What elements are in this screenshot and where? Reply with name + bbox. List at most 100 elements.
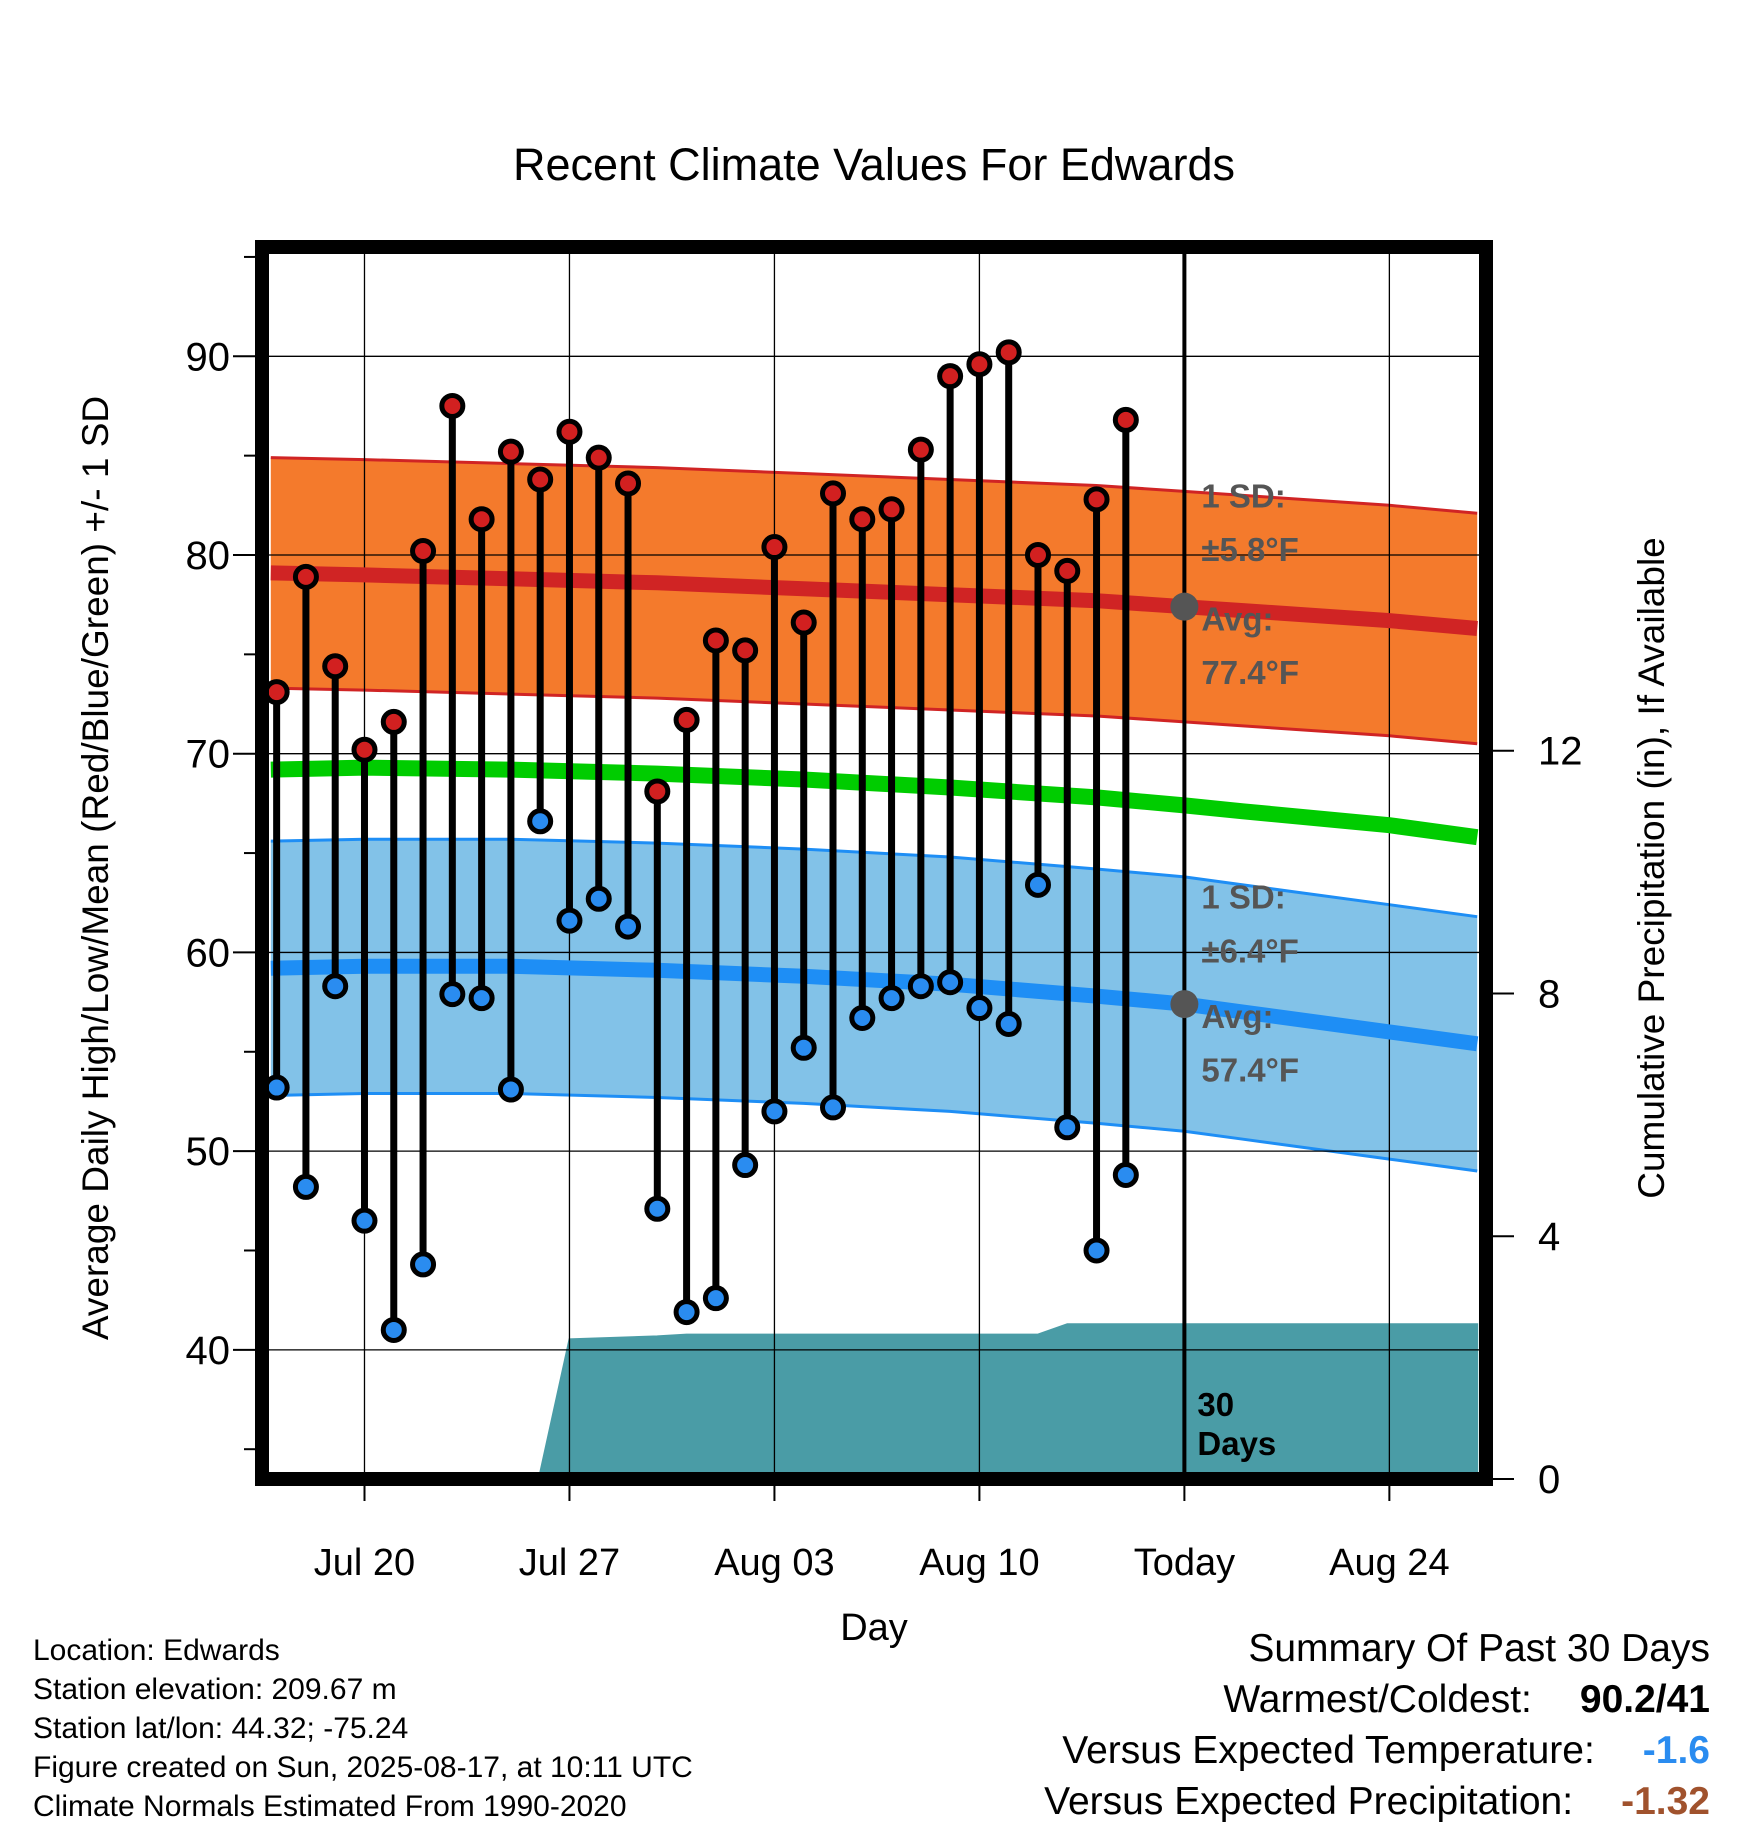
low-marker-20: [849, 1004, 876, 1031]
high-marker-28: [1083, 486, 1110, 513]
high-marker-8: [497, 438, 524, 465]
high-marker-10: [556, 418, 583, 445]
low-marker-3: [351, 1207, 378, 1234]
high-marker-27: [1054, 557, 1081, 584]
annotation-high-avg-value: 77.4°F: [1201, 654, 1299, 691]
grid: [262, 247, 1486, 1479]
temp-label: Versus Expected Temperature:: [1062, 1729, 1595, 1772]
high-marker-9: [527, 466, 554, 493]
low-marker-7: [468, 985, 495, 1012]
low-marker-4: [380, 1316, 407, 1343]
warmest-label: Warmest/Coldest:: [1223, 1678, 1532, 1721]
precip-period-number: 30: [1197, 1386, 1234, 1423]
high-avg-dot: [1170, 592, 1199, 621]
y-tick-label-0: 40: [186, 1329, 231, 1373]
low-marker-11: [585, 885, 612, 912]
high-marker-24: [966, 351, 993, 378]
low-marker-1: [292, 1173, 319, 1200]
created-text: Figure created on Sun, 2025-08-17, at 10…: [33, 1751, 693, 1784]
y-tick-label-4: 80: [186, 534, 231, 578]
warmest-value: 90.2/41: [1579, 1678, 1710, 1721]
annotation-high-sd-value: ±5.8°F: [1201, 531, 1298, 568]
location-text: Location: Edwards: [33, 1634, 280, 1667]
low-marker-16: [732, 1152, 759, 1179]
high-marker-21: [878, 496, 905, 523]
low-marker-2: [322, 973, 349, 1000]
low-marker-8: [497, 1076, 524, 1103]
chart-title: Recent Climate Values For Edwards: [513, 139, 1235, 190]
plot-frame: [255, 240, 1493, 1486]
high-marker-17: [761, 534, 788, 561]
high-marker-1: [292, 563, 319, 590]
high-marker-20: [849, 506, 876, 533]
high-marker-3: [351, 736, 378, 763]
high-marker-4: [380, 708, 407, 735]
annotation-high-avg: Avg:: [1201, 601, 1273, 638]
summary-temp-row: Versus Expected Temperature: -1.6: [1044, 1725, 1710, 1776]
y2-axis-label: Cumulative Precipitation (in), If Availa…: [1631, 537, 1672, 1199]
summary-heading: Summary Of Past 30 Days: [1248, 1627, 1710, 1670]
precip-cumulative-area: [270, 1323, 1479, 1480]
x-tick-label-5: Aug 24: [1329, 1542, 1449, 1584]
precip-label: Versus Expected Precipitation:: [1044, 1780, 1574, 1823]
normals-text: Climate Normals Estimated From 1990-2020: [33, 1790, 627, 1823]
low-marker-24: [966, 995, 993, 1022]
annotation-low-sd: 1 SD:: [1201, 879, 1285, 916]
high-marker-14: [673, 706, 700, 733]
low-marker-9: [527, 808, 554, 835]
station-info: Location: Edwards Station elevation: 209…: [33, 1631, 693, 1826]
annotation-high-sd: 1 SD:: [1201, 477, 1285, 514]
x-axis-label: Day: [840, 1607, 908, 1649]
low-avg-dot: [1170, 990, 1199, 1019]
high-marker-11: [585, 444, 612, 471]
precip-value: -1.32: [1621, 1780, 1710, 1823]
high-marker-22: [907, 436, 934, 463]
summary-panel: Summary Of Past 30 Days Warmest/Coldest:…: [1044, 1623, 1710, 1827]
precip-period-unit: Days: [1197, 1425, 1276, 1462]
high-marker-12: [615, 470, 642, 497]
high-marker-16: [732, 637, 759, 664]
annotations: 1 SD: ±5.8°F Avg: 77.4°F 1 SD: ±6.4°F Avg: 57.4…: [1170, 477, 1299, 1462]
axes: 40 50 60 70 80 90 0 4 8 12 Jul 20 Jul 27 Aug 03 Aug 1…: [186, 240, 1583, 1584]
y2-tick-label-3: 12: [1538, 730, 1583, 774]
high-marker-13: [644, 778, 671, 805]
x-tick-label-3: Aug 10: [919, 1542, 1039, 1584]
high-marker-2: [322, 653, 349, 680]
low-sd-lower-edge: [270, 1092, 1478, 1173]
low-marker-19: [820, 1094, 847, 1121]
annotation-low-avg-value: 57.4°F: [1201, 1052, 1299, 1089]
low-marker-27: [1054, 1114, 1081, 1141]
precip-area: [270, 1323, 1479, 1480]
high-marker-6: [439, 392, 466, 419]
low-marker-12: [615, 913, 642, 940]
annotation-low-avg: Avg:: [1201, 998, 1273, 1035]
high-marker-5: [410, 538, 437, 565]
y2-tick-label-0: 0: [1538, 1458, 1560, 1502]
low-marker-21: [878, 985, 905, 1012]
low-marker-15: [702, 1285, 729, 1312]
annotation-low-sd-value: ±6.4°F: [1201, 932, 1298, 969]
y-tick-label-5: 90: [186, 335, 231, 379]
latlon-text: Station lat/lon: 44.32; -75.24: [33, 1712, 409, 1745]
low-marker-13: [644, 1195, 671, 1222]
low-marker-0: [263, 1074, 290, 1101]
low-marker-5: [410, 1251, 437, 1278]
low-marker-26: [1024, 871, 1051, 898]
low-marker-22: [907, 973, 934, 1000]
high-marker-0: [263, 679, 290, 706]
summary-precip-row: Versus Expected Precipitation: -1.32: [1044, 1776, 1710, 1827]
x-tick-label-4: Today: [1134, 1542, 1235, 1584]
low-marker-28: [1083, 1237, 1110, 1264]
x-tick-label-0: Jul 20: [314, 1542, 415, 1584]
low-marker-25: [995, 1010, 1022, 1037]
low-marker-18: [790, 1034, 817, 1061]
high-marker-29: [1112, 406, 1139, 433]
high-marker-15: [702, 627, 729, 654]
low-marker-29: [1112, 1161, 1139, 1188]
low-marker-10: [556, 907, 583, 934]
high-marker-18: [790, 609, 817, 636]
daily-observations: [263, 339, 1139, 1343]
y-tick-label-1: 50: [186, 1130, 231, 1174]
y-tick-label-3: 70: [186, 733, 231, 777]
